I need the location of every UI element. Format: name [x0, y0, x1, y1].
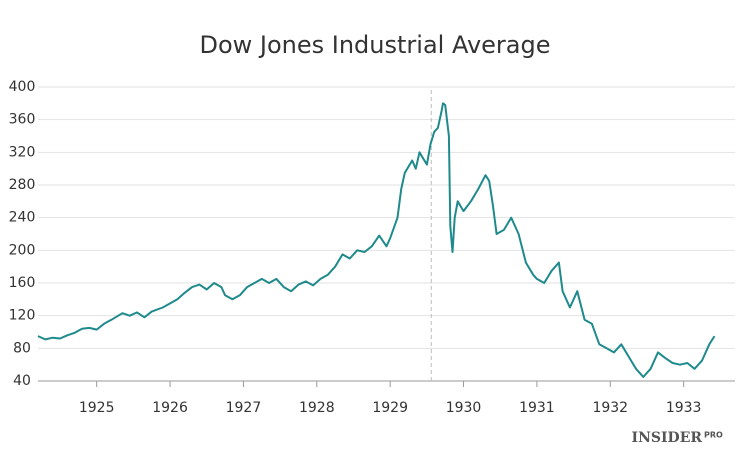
y-tick-label: 280 — [9, 177, 36, 193]
chart-title: Dow Jones Industrial Average — [199, 31, 550, 59]
x-tick-label: 1925 — [79, 400, 115, 416]
x-tick-label: 1930 — [446, 400, 482, 416]
y-tick-label: 240 — [9, 210, 36, 226]
x-tick-label: 1929 — [372, 400, 408, 416]
x-tick-label: 1926 — [152, 400, 188, 416]
x-tick-label: 1933 — [666, 400, 702, 416]
y-tick-label: 120 — [9, 308, 36, 324]
y-tick-label: 80 — [13, 340, 31, 356]
logo-suffix: PRO — [704, 431, 723, 440]
y-tick-label: 40 — [13, 373, 31, 389]
y-tick-label: 360 — [9, 112, 36, 128]
y-tick-label: 320 — [9, 144, 36, 160]
x-tick-label: 1932 — [592, 400, 628, 416]
y-tick-label: 200 — [9, 242, 36, 258]
x-tick-label: 1931 — [519, 400, 555, 416]
y-tick-label: 160 — [9, 275, 36, 291]
logo: INSIDER — [632, 430, 703, 446]
x-tick-label: 1927 — [226, 400, 262, 416]
y-tick-label: 400 — [9, 79, 36, 95]
line — [37, 102, 716, 378]
x-tick-label: 1928 — [299, 400, 335, 416]
